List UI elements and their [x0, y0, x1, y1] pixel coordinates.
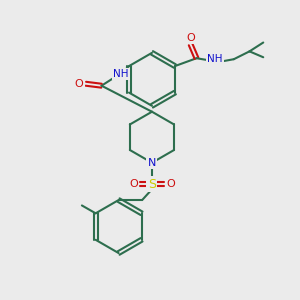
- Text: O: O: [129, 179, 138, 189]
- Text: O: O: [166, 179, 175, 189]
- Text: O: O: [186, 33, 195, 43]
- Text: NH: NH: [207, 54, 223, 64]
- Text: S: S: [148, 178, 156, 191]
- Text: N: N: [148, 158, 156, 168]
- Text: NH: NH: [113, 69, 129, 79]
- Text: O: O: [75, 79, 83, 89]
